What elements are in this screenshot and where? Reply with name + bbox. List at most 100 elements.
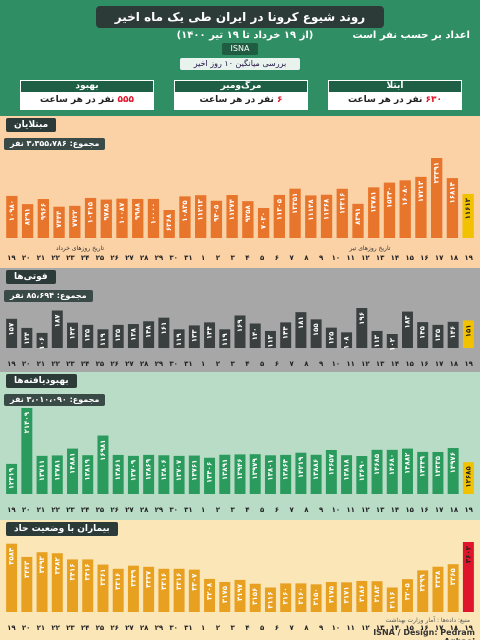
day-tick-label: ۱۱: [346, 254, 355, 262]
infected-data-label: ۹۴۰۵: [212, 204, 220, 222]
day-tick-label: ۱۰: [332, 360, 341, 368]
day-tick-label: ۱۶: [420, 624, 429, 632]
recovered-data-label: ۱۳۸۱۸: [343, 458, 351, 480]
infected-bar: [415, 176, 427, 238]
infected-bar: [37, 199, 49, 238]
infected-bar: [289, 188, 301, 238]
recovered-data-label: ۱۶۹۸۱: [99, 440, 107, 461]
day-tick-label: ۱۸: [450, 254, 459, 262]
day-tick-label: ۱: [201, 624, 205, 632]
day-tick-label: ۱۶: [420, 506, 429, 514]
day-tick-label: ۴: [245, 624, 250, 632]
day-tick-label: ۱۷: [435, 254, 444, 262]
critical-bar: [36, 552, 48, 612]
day-tick-label: ۷: [289, 506, 294, 514]
critical-bar: [417, 570, 429, 612]
recovered-bar: [341, 455, 353, 494]
critical-data-label: ۳۳۶۵: [449, 567, 457, 585]
deaths-data-label: ۱۳۵: [434, 328, 442, 342]
day-tick-label: ۱۰: [332, 624, 341, 632]
infection-box: ابتلا ۶۳۰ نفر در هر ساعت: [328, 80, 462, 110]
recovered-bar: [219, 454, 231, 494]
day-tick-label: ۲۱: [37, 624, 46, 632]
day-tick-label: ۱۵: [405, 506, 414, 514]
infected-data-label: ۱۷۲۱۳: [417, 180, 425, 202]
deaths-bar: [112, 324, 124, 348]
day-tick-label: ۱۲: [361, 506, 370, 514]
infected-data-label: ۷۷۲۲: [71, 209, 79, 227]
infected-data-label: ۱۱۲۱۳: [197, 198, 205, 220]
infected-data-label: ۷۴۴۴: [55, 210, 63, 228]
recovered-bar: [280, 454, 292, 494]
day-tick-label: ۱: [201, 254, 205, 262]
deaths-data-label: ۱۹۶: [358, 312, 366, 325]
infected-data-label: ۱۰۹۸۰: [8, 200, 16, 221]
infected-bar: [116, 198, 128, 238]
critical-bar: [143, 566, 155, 612]
deaths-bar: [432, 324, 444, 348]
infected-data-label: ۱۳۳۵۱: [291, 193, 299, 214]
infected-data-label: ۱۳۷۸۱: [370, 191, 378, 212]
critical-data-label: ۳۲۰۸: [206, 582, 214, 600]
critical-bar: [325, 581, 337, 612]
infected-data-label: ۱۱۳۰۵: [275, 198, 283, 220]
critical-data-label: ۳۱۷۵: [327, 585, 335, 603]
critical-data-label: ۳۳۶۱: [99, 569, 107, 586]
infected-bar: [368, 187, 380, 238]
deaths-data-label: ۱۴۴: [206, 326, 214, 340]
infected-data-label: ۱۱۱۴۸: [307, 199, 315, 221]
recovered-data-label: ۱۳۷۸۱: [53, 459, 61, 480]
day-tick-label: ۱۰: [332, 254, 341, 262]
deaths-bar: [310, 319, 322, 348]
recovered-data-label: ۱۳۷۶۱: [190, 460, 198, 481]
deaths-data-label: ۱۶۹: [236, 319, 244, 333]
deaths-bar: [97, 329, 109, 348]
day-tick-label: ۵: [260, 360, 265, 368]
month-label-khordad: تاریخ روزهای خرداد: [56, 245, 104, 252]
critical-title: بیماران با وضعیت حاد: [6, 522, 118, 536]
deaths-bar: [462, 320, 474, 348]
critical-bar: [234, 579, 246, 612]
infected-total: مجموع: ۳،۳۵۵،۷۸۶ نفر: [4, 138, 106, 150]
critical-bar: [462, 542, 474, 612]
deaths-bar: [173, 329, 185, 348]
recovery-box-suffix: نفر در هر ساعت: [39, 95, 118, 105]
critical-data-label: ۳۴۱۶: [69, 563, 77, 580]
day-tick-label: ۲۹: [155, 624, 164, 632]
infected-data-label: ۱۰۸۳۵: [181, 200, 189, 222]
death-box-number: ۶: [277, 95, 283, 105]
infected-bar: [399, 180, 411, 238]
deaths-bar: [386, 334, 398, 348]
day-tick-label: ۱۳: [376, 624, 385, 632]
recovered-data-label: ۱۳۸۰۱: [266, 459, 274, 480]
deaths-bar: [204, 322, 216, 348]
critical-bar: [127, 565, 139, 612]
deaths-bar: [417, 322, 429, 348]
day-tick-label: ۸: [304, 506, 309, 514]
critical-bar: [173, 568, 185, 612]
day-tick-label: ۹: [319, 624, 324, 632]
deaths-bar: [82, 324, 94, 348]
recovered-bar: [295, 452, 307, 494]
infected-data-label: ۱۳۳۱۶: [338, 193, 346, 214]
recovered-bar: [6, 463, 18, 494]
infected-bar: [163, 210, 175, 238]
recovered-data-label: ۱۴۹۷۶: [449, 452, 457, 473]
deaths-data-label: ۱۱۹: [175, 333, 183, 347]
day-tick-label: ۲۳: [66, 254, 75, 262]
deaths-data-label: ۱۸۳: [403, 315, 411, 329]
critical-panel: بیماران با وضعیت حاد ۳۵۸۴ ۳۴۴۳ ۳۴۹۳ ۳۴۸۲ ۳۴۱…: [0, 520, 480, 640]
death-box-title: مرگ‌ومیر: [175, 81, 307, 92]
critical-data-label: ۳۲۰۵: [403, 582, 411, 600]
recovered-bar: [249, 454, 261, 494]
day-tick-label: ۲۷: [125, 506, 134, 514]
infected-data-label: ۶۳۶۸: [165, 213, 173, 231]
deaths-bar: [158, 317, 170, 348]
isna-tag: ISNA: [222, 43, 258, 55]
critical-bar: [432, 566, 444, 612]
day-tick-label: ۱۹: [464, 254, 473, 262]
critical-bar: [264, 587, 276, 612]
day-tick-label: ۱۸: [450, 624, 459, 632]
critical-bar: [204, 578, 216, 612]
